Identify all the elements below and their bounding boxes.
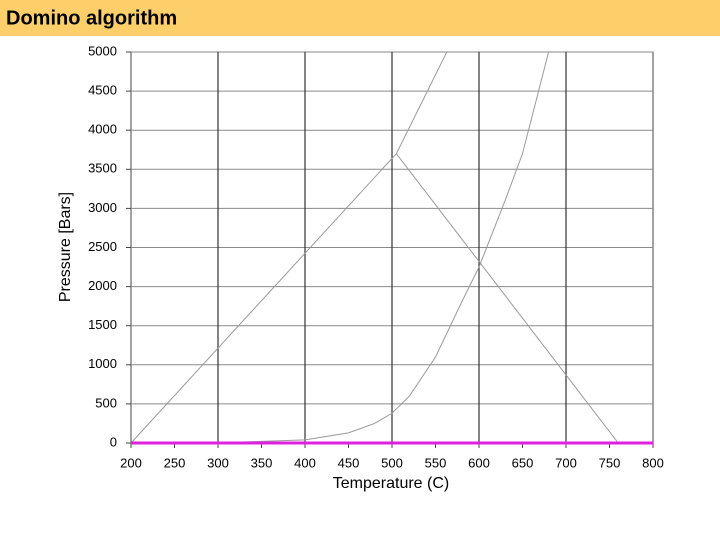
y-tick-label: 1500 [88, 317, 117, 332]
y-tick-label: 0 [110, 434, 117, 449]
y-tick-label: 1000 [88, 356, 117, 371]
slide-title: Domino algorithm [6, 7, 177, 29]
x-tick-label: 650 [512, 455, 534, 470]
header-bar [0, 0, 720, 36]
x-tick-label: 350 [251, 455, 273, 470]
y-tick-label: 4000 [88, 122, 117, 137]
x-tick-label: 300 [207, 455, 229, 470]
y-tick-label: 3500 [88, 161, 117, 176]
y-tick-label: 5000 [88, 43, 117, 58]
x-tick-label: 750 [599, 455, 621, 470]
x-tick-label: 600 [468, 455, 490, 470]
x-tick-label: 400 [294, 455, 316, 470]
y-tick-label: 2500 [88, 239, 117, 254]
x-tick-label: 250 [164, 455, 186, 470]
x-tick-label: 700 [555, 455, 577, 470]
series-line [130, 51, 550, 444]
x-tick-label: 450 [338, 455, 360, 470]
y-tick-label: 3000 [88, 200, 117, 215]
y-tick-label: 500 [95, 395, 117, 410]
x-tick-label: 800 [642, 455, 664, 470]
x-tick-label: 550 [425, 455, 447, 470]
y-tick-label: 4500 [88, 83, 117, 98]
y-tick-label: 2000 [88, 278, 117, 293]
x-axis-label: Temperature (C) [333, 475, 449, 492]
x-tick-label: 500 [381, 455, 403, 470]
y-axis-label: Pressure [Bars] [57, 192, 74, 302]
x-tick-label: 200 [120, 455, 142, 470]
